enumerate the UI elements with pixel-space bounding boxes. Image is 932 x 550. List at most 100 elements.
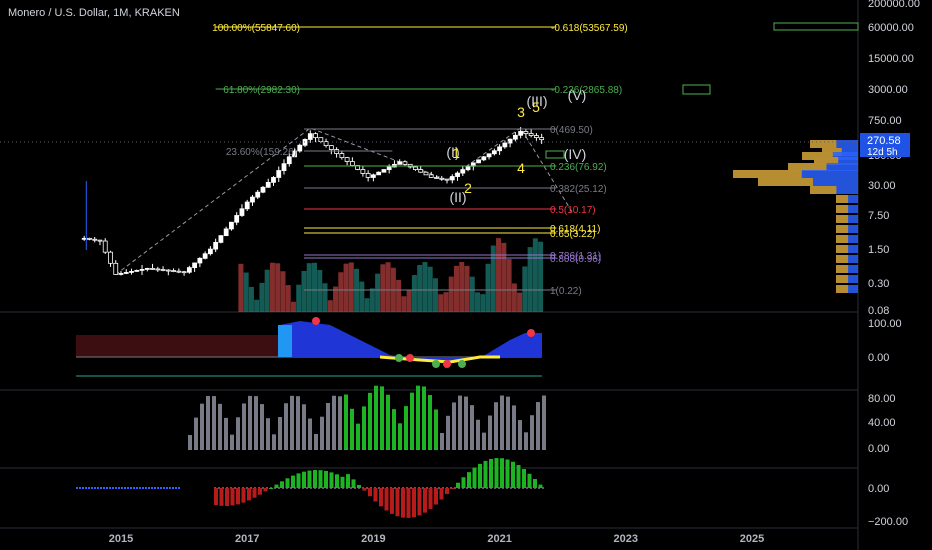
momentum-bar — [296, 396, 300, 450]
histogram-bar — [318, 470, 323, 488]
volume-profile-bar — [810, 186, 837, 194]
volume-profile-bar — [836, 195, 849, 203]
histogram-bar — [280, 481, 284, 488]
y-tick-label: 1.50 — [868, 244, 889, 256]
histogram-bar — [412, 488, 416, 518]
histogram-bar — [258, 488, 262, 495]
oscillator-pane[interactable] — [76, 317, 542, 377]
candle-body — [344, 157, 350, 162]
volume-bar — [380, 264, 386, 312]
candle-body — [207, 248, 213, 255]
candle-body — [165, 269, 171, 272]
histogram-bar — [236, 488, 240, 505]
momentum-bar — [206, 395, 210, 450]
momentum-bar — [278, 416, 282, 450]
volume-profile-bar — [733, 170, 802, 178]
candle-body — [150, 268, 155, 270]
volume-bar — [275, 263, 281, 312]
momentum-bar — [488, 415, 492, 450]
candle-body — [376, 171, 382, 176]
volume-bar — [348, 262, 354, 312]
momentum-bar — [500, 395, 504, 450]
candle-body — [328, 145, 334, 150]
volume-bar — [443, 292, 449, 312]
volume-bar — [453, 265, 459, 312]
momentum-bar — [194, 417, 198, 450]
osc-signal-dot — [312, 317, 320, 325]
volume-bar — [475, 292, 481, 312]
candle-body — [307, 133, 313, 140]
histogram-bar — [329, 472, 334, 488]
candle-body — [481, 156, 487, 161]
volume-bar — [296, 284, 302, 312]
exchange-label: KRAKEN — [134, 7, 180, 19]
momentum-pane[interactable] — [188, 385, 546, 450]
candle-body — [370, 174, 376, 178]
candle-body — [497, 146, 503, 152]
fib-level-label: 0.5(10.17) — [550, 205, 596, 216]
volume-bar — [448, 276, 454, 312]
momentum-bar — [392, 409, 396, 450]
candle-body — [292, 150, 297, 158]
candle-body — [286, 156, 292, 165]
volume-bar — [532, 238, 538, 312]
fib-level-label: 0.382(25.12) — [550, 184, 607, 195]
candle-body — [134, 270, 140, 272]
momentum-bar — [464, 396, 468, 450]
momentum-bar — [218, 403, 222, 450]
candle-body — [386, 166, 392, 170]
candle-body — [192, 262, 198, 269]
volume-bar — [501, 242, 507, 312]
candle-body — [160, 269, 166, 271]
wave-label: (II) — [449, 189, 466, 205]
volume-bar — [522, 266, 528, 312]
volume-bar — [327, 300, 333, 312]
momentum-bar — [380, 386, 384, 450]
candle-body — [97, 239, 103, 242]
wave-label: (V) — [568, 87, 587, 103]
volume-bar — [280, 271, 286, 312]
fib-level-label: 0.236(76.92) — [550, 162, 607, 173]
candle-body — [491, 150, 497, 155]
momentum-bar — [266, 418, 270, 450]
volume-profile-bar — [758, 178, 813, 186]
momentum-bar — [410, 392, 414, 450]
fib-level-label: 23.60%(159.26) — [226, 147, 297, 158]
momentum-bar — [458, 395, 462, 450]
momentum-bar — [374, 385, 378, 450]
volume-bar — [290, 301, 296, 312]
volume-profile-bar — [814, 157, 839, 165]
momentum-bar — [314, 433, 318, 450]
momentum-bar — [470, 405, 474, 450]
momentum-bar — [248, 395, 252, 450]
osc-signal-dot — [432, 360, 440, 368]
volume-bar — [254, 299, 260, 312]
candle-body — [276, 170, 282, 178]
price-tag-countdown: 12d 5h — [867, 147, 898, 158]
histogram-bar — [241, 488, 246, 503]
x-tick-label: 2019 — [361, 533, 385, 545]
histogram-bar — [269, 488, 273, 489]
candle-body — [281, 163, 287, 171]
histogram-bar — [406, 488, 411, 518]
target-box — [545, 150, 565, 159]
histogram-bar — [395, 488, 400, 517]
volume-profile-bar — [836, 255, 849, 263]
candle-body — [318, 137, 324, 143]
histogram-pane[interactable] — [76, 458, 544, 518]
momentum-bar — [434, 409, 438, 450]
histogram-bar — [307, 470, 312, 488]
candle-body — [518, 131, 524, 136]
histogram-bar — [368, 488, 372, 497]
price-pane[interactable]: 100.00%(55847.60) -0.618(53567.59) 61.80%(… — [0, 22, 859, 312]
histogram-bar — [434, 488, 438, 505]
y-tick-label: 200000.00 — [868, 0, 920, 10]
candle-body — [213, 241, 219, 250]
volume-profile-bar — [836, 245, 849, 253]
candle-body — [460, 169, 466, 174]
candle-body — [234, 215, 240, 223]
histogram-bar — [445, 488, 449, 495]
momentum-bar — [344, 394, 348, 450]
histogram-bar — [247, 488, 251, 501]
